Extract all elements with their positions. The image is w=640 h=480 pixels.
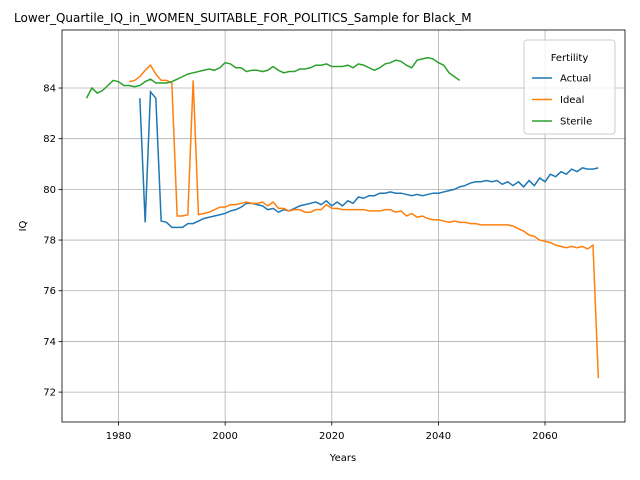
x-tick-label: 2060 <box>532 431 557 442</box>
x-tick-label: 2020 <box>319 431 344 442</box>
legend-label: Actual <box>560 74 591 85</box>
y-tick-label: 80 <box>43 185 56 196</box>
y-tick-label: 84 <box>43 84 56 95</box>
legend-title: Fertility <box>551 53 589 64</box>
y-tick-label: 82 <box>43 134 56 145</box>
chart-title: Lower_Quartile_IQ_in_WOMEN_SUITABLE_FOR_… <box>14 11 472 25</box>
legend-label: Ideal <box>560 95 584 106</box>
x-axis-label: Years <box>329 453 356 464</box>
y-tick-label: 78 <box>43 236 56 247</box>
x-tick-label: 2000 <box>212 431 237 442</box>
data-line <box>85 56 461 99</box>
data-line <box>139 89 599 229</box>
x-tick-label: 1980 <box>106 431 131 442</box>
y-tick-label: 74 <box>43 337 56 348</box>
legend-box <box>523 39 616 135</box>
data-line <box>129 64 600 379</box>
legend-label: Sterile <box>560 117 592 128</box>
y-tick-label: 76 <box>43 286 56 297</box>
plot-frame <box>61 29 626 423</box>
y-axis-label: IQ <box>18 220 29 231</box>
y-tick-label: 72 <box>43 388 56 399</box>
x-tick-label: 2040 <box>426 431 451 442</box>
